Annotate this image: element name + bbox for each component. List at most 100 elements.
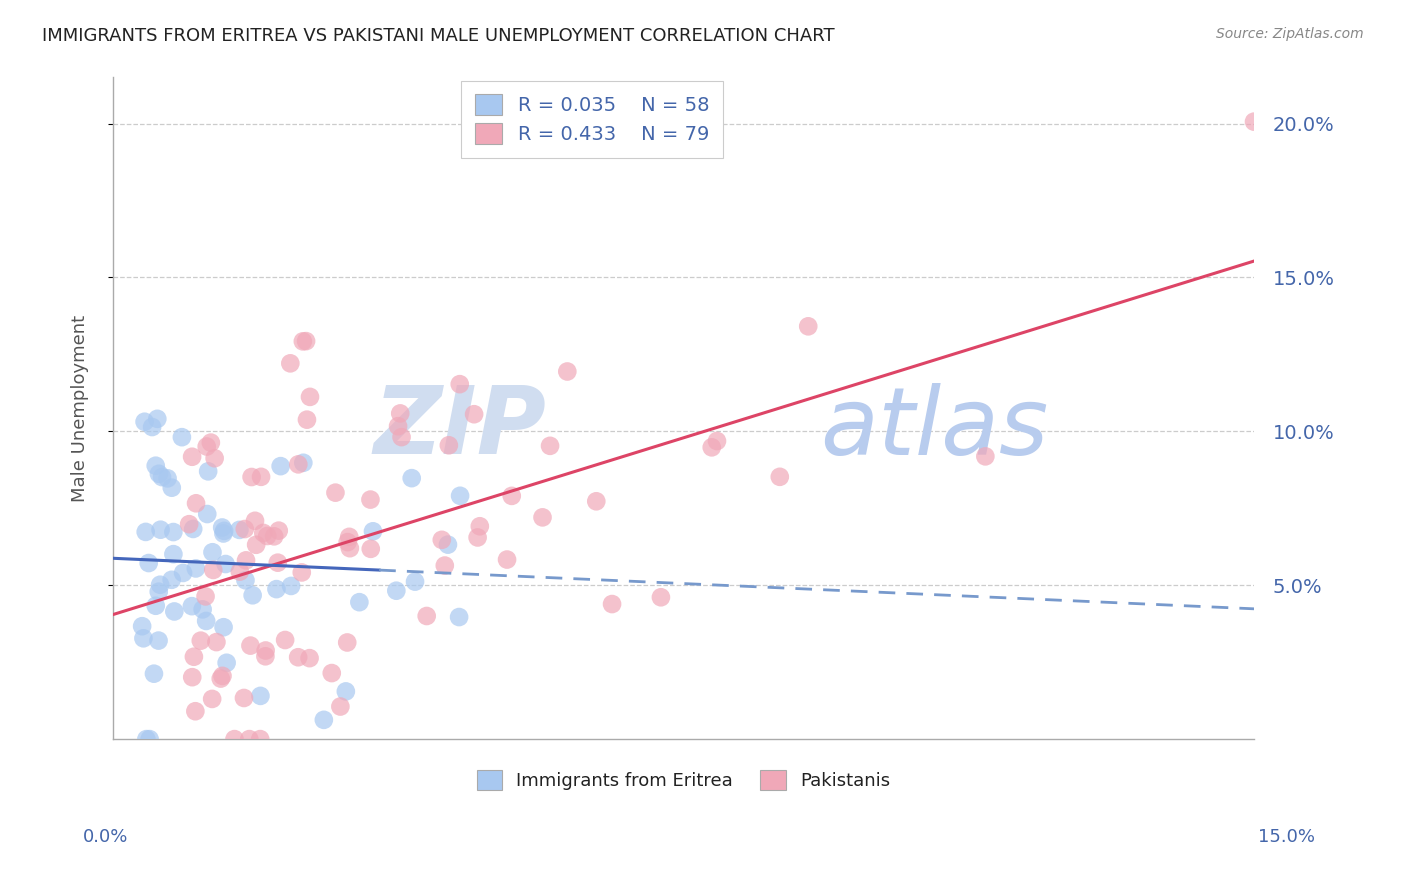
Point <box>292 456 315 470</box>
Point <box>181 450 204 464</box>
Point <box>389 406 412 420</box>
Point <box>797 319 820 334</box>
Point <box>295 412 318 426</box>
Point <box>339 541 361 556</box>
Point <box>501 489 523 503</box>
Point <box>233 690 256 705</box>
Point <box>449 489 471 503</box>
Point <box>249 732 271 747</box>
Point <box>243 514 266 528</box>
Point <box>195 440 218 454</box>
Point <box>974 450 997 464</box>
Point <box>132 632 155 646</box>
Point <box>287 458 309 472</box>
Point <box>245 538 267 552</box>
Text: Source: ZipAtlas.com: Source: ZipAtlas.com <box>1216 27 1364 41</box>
Point <box>700 440 723 454</box>
Point <box>211 669 233 683</box>
Point <box>270 459 292 474</box>
Point <box>233 522 256 536</box>
Point <box>162 524 184 539</box>
Point <box>256 529 278 543</box>
Text: IMMIGRANTS FROM ERITREA VS PAKISTANI MALE UNEMPLOYMENT CORRELATION CHART: IMMIGRANTS FROM ERITREA VS PAKISTANI MAL… <box>42 27 835 45</box>
Point <box>212 620 235 634</box>
Point <box>254 649 277 664</box>
Legend: Immigrants from Eritrea, Pakistanis: Immigrants from Eritrea, Pakistanis <box>464 757 903 803</box>
Point <box>467 531 489 545</box>
Point <box>142 666 165 681</box>
Point <box>329 699 352 714</box>
Point <box>433 558 456 573</box>
Point <box>183 649 205 664</box>
Point <box>387 419 409 434</box>
Point <box>250 470 273 484</box>
Point <box>468 519 491 533</box>
Point <box>179 517 201 532</box>
Point <box>278 356 301 370</box>
Point <box>148 584 170 599</box>
Text: ZIP: ZIP <box>374 382 547 475</box>
Point <box>252 525 274 540</box>
Point <box>156 471 179 485</box>
Point <box>138 732 160 747</box>
Point <box>263 529 285 543</box>
Point <box>201 692 224 706</box>
Point <box>145 458 167 473</box>
Point <box>242 588 264 602</box>
Point <box>200 435 222 450</box>
Point <box>280 579 302 593</box>
Point <box>162 547 184 561</box>
Point <box>195 614 218 628</box>
Point <box>295 334 318 348</box>
Point <box>538 439 561 453</box>
Point <box>437 538 460 552</box>
Point <box>335 684 357 698</box>
Point <box>769 470 792 484</box>
Point <box>204 451 226 466</box>
Point <box>148 633 170 648</box>
Point <box>195 507 218 521</box>
Point <box>359 492 381 507</box>
Text: atlas: atlas <box>820 383 1049 474</box>
Point <box>146 412 169 426</box>
Point <box>298 651 321 665</box>
Point <box>336 535 359 549</box>
Point <box>194 590 217 604</box>
Point <box>321 666 343 681</box>
Point <box>449 377 471 392</box>
Point <box>134 415 156 429</box>
Point <box>267 524 290 538</box>
Point <box>391 430 413 444</box>
Point <box>1243 114 1265 128</box>
Point <box>449 610 471 624</box>
Point <box>160 573 183 587</box>
Point <box>212 524 235 538</box>
Point <box>141 420 163 434</box>
Point <box>274 632 297 647</box>
Point <box>181 670 204 684</box>
Point <box>291 566 314 580</box>
Point <box>266 582 288 596</box>
Point <box>214 557 236 571</box>
Point <box>145 599 167 613</box>
Point <box>209 672 232 686</box>
Point <box>184 496 207 510</box>
Point <box>336 635 359 649</box>
Point <box>240 470 263 484</box>
Point <box>201 545 224 559</box>
Point <box>361 524 384 539</box>
Point <box>148 467 170 481</box>
Point <box>235 574 257 588</box>
Point <box>404 574 426 589</box>
Point <box>415 609 437 624</box>
Point <box>385 583 408 598</box>
Point <box>135 524 157 539</box>
Point <box>184 561 207 575</box>
Y-axis label: Male Unemployment: Male Unemployment <box>72 315 89 502</box>
Point <box>238 732 260 747</box>
Point <box>325 485 347 500</box>
Point <box>184 704 207 718</box>
Point <box>211 520 233 534</box>
Point <box>298 390 321 404</box>
Point <box>254 643 277 657</box>
